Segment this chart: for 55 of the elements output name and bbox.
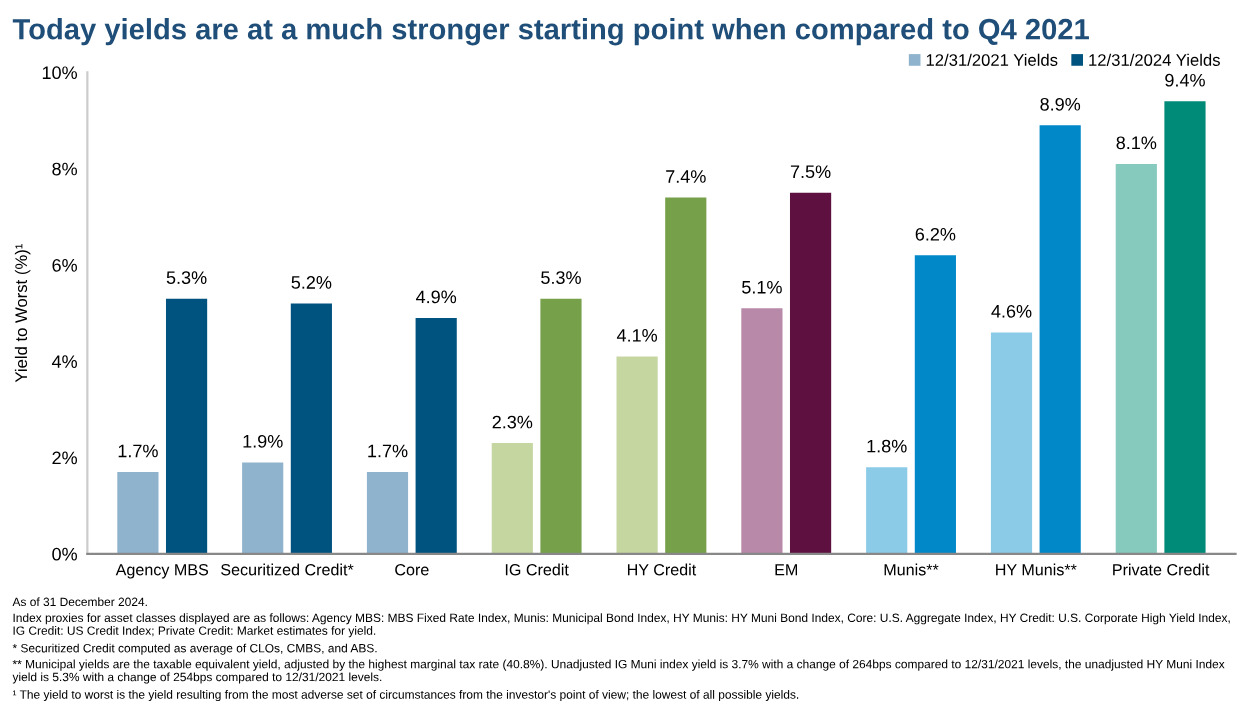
data-label: 1.7% [368,444,408,458]
data-label: 7.5% [790,165,831,179]
x-tick-label: Private Credit [1113,563,1210,576]
bar [741,308,783,554]
data-label: 6.2% [915,227,956,241]
bar [242,462,284,554]
bar [866,467,908,554]
bar [914,255,956,554]
bar [1115,163,1157,554]
data-label: 2.3% [492,415,533,429]
x-tick-label: IG Credit [505,563,569,576]
data-label: 7.4% [666,170,706,183]
y-tick-label: 2% [52,451,77,465]
data-label: 1.7% [118,444,158,458]
bar [1164,101,1206,554]
legend-label: 12/31/2021 Yields [926,53,1058,66]
chart-title: Today yields are at a much stronger starting point when compared to Q4 2021 [12,18,1089,46]
data-label: 4.6% [991,304,1032,318]
y-tick-label: 0% [52,547,77,561]
x-tick-label: Core [395,564,429,576]
x-tick-label: Agency MBS [115,564,209,579]
x-tick-label: Munis** [884,563,939,576]
bar [616,356,658,554]
bar [415,317,457,554]
legend-label: 12/31/2024 Yields [1089,53,1220,66]
x-tick-label: HY Credit [627,563,697,576]
bar [290,303,332,554]
bar [165,298,208,554]
data-label: 1.9% [243,434,283,448]
bar [540,298,582,554]
y-tick-label: 6% [52,258,77,272]
data-label: 4.9% [416,290,457,304]
y-tick-label: 10% [42,66,77,80]
data-label: 5.3% [541,271,581,285]
data-label: 5.2% [291,276,332,289]
x-tick-label: EM [775,564,797,576]
data-label: 8.9% [1040,97,1081,111]
data-label: 5.3% [166,271,207,285]
bar [665,197,707,554]
y-axis-title: Yield to Worst (%)¹ [14,244,31,383]
y-tick-label: 8% [52,162,77,176]
data-label: 5.1% [742,280,782,294]
bar [366,472,409,554]
bar [491,443,533,554]
x-tick-label: HY Munis** [996,563,1077,576]
bar [117,472,159,554]
bar [789,192,832,554]
bar [990,332,1033,554]
x-tick-label: Securitized Credit* [221,563,354,576]
data-label: 9.4% [1165,73,1205,87]
data-label: 1.8% [867,439,907,453]
data-label: 4.1% [616,329,658,342]
y-tick-label: 4% [51,355,77,368]
data-label: 8.1% [1116,136,1157,150]
bar [1039,125,1081,554]
